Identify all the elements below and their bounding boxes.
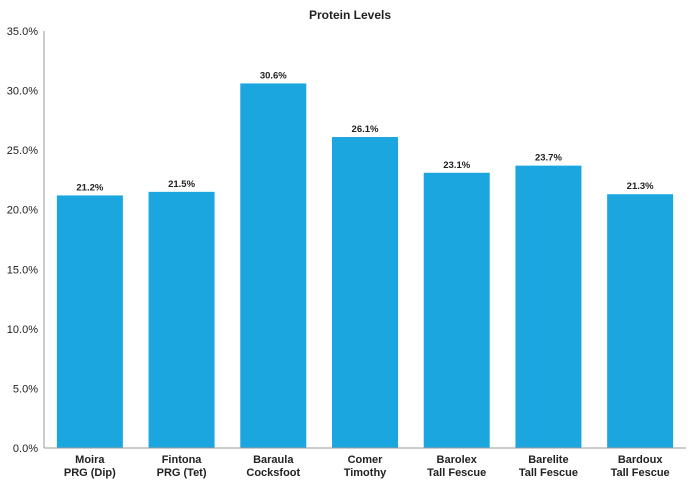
x-category-label: Barelite [528,454,568,466]
data-label: 23.7% [535,153,562,164]
data-label: 21.3% [627,181,654,192]
bar [515,165,582,449]
y-tick-label: 15.0% [7,264,38,276]
x-category-label: PRG (Tet) [157,467,207,479]
data-label: 30.6% [260,70,287,81]
bar [607,194,674,448]
x-category-label: Baraula [253,454,294,466]
x-category-label: Tall Fescue [519,467,578,479]
x-category-label: Fintona [162,454,203,466]
y-tick-label: 0.0% [13,443,38,455]
x-category-label: Comer [348,454,384,466]
y-tick-label: 5.0% [13,383,38,395]
data-label: 21.5% [168,179,195,190]
x-category-label: PRG (Dip) [64,467,116,479]
bar [148,191,215,449]
x-category-label: Tall Fescue [427,467,486,479]
data-label: 23.1% [443,160,470,171]
x-category-label: Moira [75,454,105,466]
y-tick-label: 10.0% [7,324,38,336]
x-category-label: Cocksfoot [246,467,300,479]
y-tick-label: 20.0% [7,205,38,217]
chart-title: Protein Levels [308,8,392,22]
x-category-label: Tall Fescue [611,467,670,479]
x-category-label: Barolex [437,454,478,466]
bar [240,83,307,449]
bar [56,195,123,448]
data-label: 26.1% [352,124,379,135]
data-label: 21.2% [76,182,103,193]
x-category-label: Bardoux [618,454,664,466]
y-tick-label: 35.0% [7,26,38,38]
bar [423,172,490,448]
bar [332,137,398,448]
x-category-label: Timothy [344,467,387,479]
y-tick-label: 25.0% [7,145,38,157]
y-tick-label: 30.0% [7,86,38,98]
